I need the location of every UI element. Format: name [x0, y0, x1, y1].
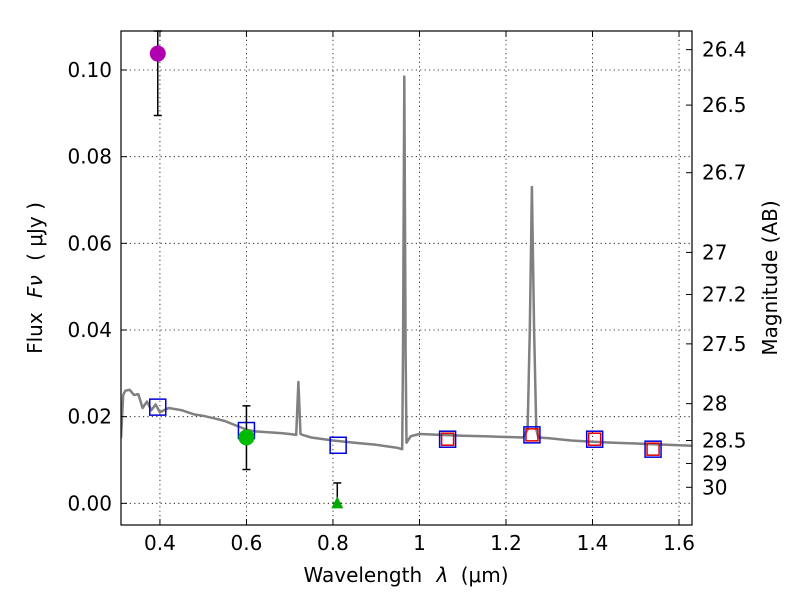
ticks: 0.4 0.6 0.8 1 1.2 1.4 1.6 0.00 0.02 0.04 0.06 0.08 0… [67, 31, 747, 555]
upper-limit-triangle [331, 496, 344, 509]
model-photometry-square [149, 398, 167, 416]
x-tick-label: 1.2 [490, 531, 522, 555]
y-tick-label: 0.06 [67, 231, 112, 255]
y-tick-label: 0.10 [67, 58, 112, 82]
magnitude-tick-label: 26.5 [702, 93, 747, 117]
sed-model-line [121, 75, 692, 451]
magnitude-tick-label: 28.5 [702, 429, 747, 453]
observed-photometry-square [587, 432, 602, 446]
magnitude-tick-label: 28 [702, 392, 727, 416]
model-photometry-square [329, 436, 347, 455]
plot-frame [120, 30, 693, 526]
y-tick-label: 0.08 [67, 145, 112, 169]
magnitude-tick-label: 30 [702, 475, 727, 499]
measurement-circle [149, 45, 166, 62]
x-tick-label: 1 [413, 531, 426, 555]
model-photometry-square [523, 426, 541, 444]
x-tick-label: 0.8 [317, 531, 349, 555]
x-axis-title: Wavelength λ (μm) [303, 563, 508, 587]
model-photometry-square [644, 440, 662, 458]
x-tick-label: 0.4 [144, 531, 176, 555]
magnitude-axis-title: Magnitude (AB) [758, 200, 782, 355]
y-tick-label: 0.00 [67, 491, 112, 515]
y-axis-title: Flux Fν ( μJy ) [23, 202, 47, 354]
magnitude-tick-label: 29 [702, 451, 727, 475]
y-tick-label: 0.04 [67, 318, 112, 342]
x-tick-label: 0.6 [231, 531, 263, 555]
x-tick-label: 1.6 [663, 531, 695, 555]
x-tick-label: 1.4 [577, 531, 609, 555]
measurement-circle [238, 429, 255, 446]
grid [121, 31, 692, 525]
model-photometry-square [585, 430, 604, 448]
magnitude-tick-label: 26.7 [702, 161, 747, 185]
observed-photometry-square [525, 428, 539, 442]
data-layer [121, 75, 692, 451]
magnitude-tick-label: 27.2 [702, 282, 747, 306]
model-photometry-square [438, 430, 457, 448]
magnitude-tick-label: 27.5 [702, 332, 747, 356]
observed-photometry-square [646, 442, 660, 456]
observed-photometry-square [440, 432, 455, 446]
magnitude-tick-label: 26.4 [702, 38, 747, 62]
marker-layer [149, 30, 662, 509]
y-tick-label: 0.02 [67, 405, 112, 429]
magnitude-tick-label: 27 [702, 240, 727, 264]
